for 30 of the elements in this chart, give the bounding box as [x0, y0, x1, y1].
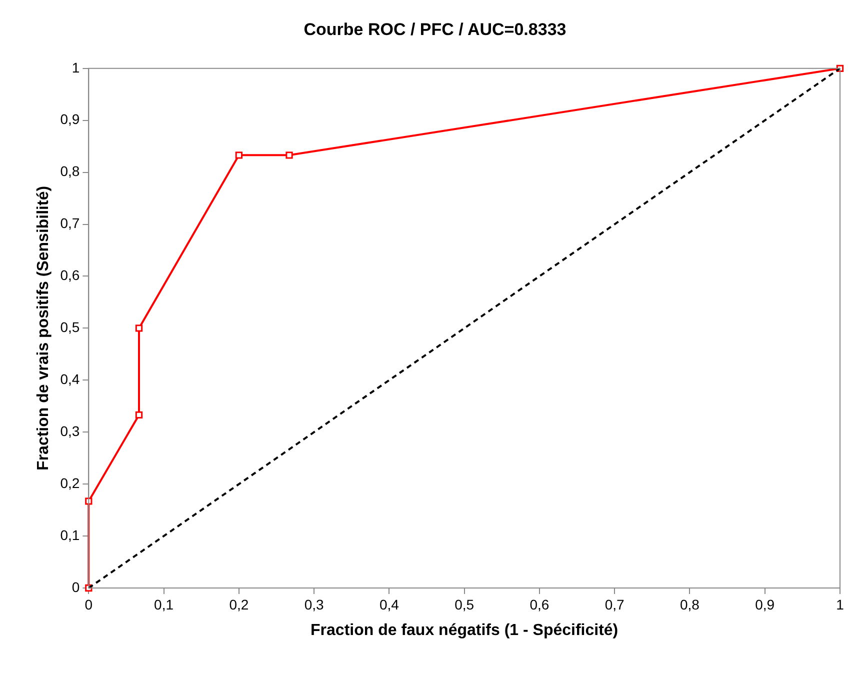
y-tick-label: 0,7 [60, 215, 80, 232]
y-axis-title: Fraction de vrais positifs (Sensibilité) [35, 186, 52, 470]
chart-title: Courbe ROC / PFC / AUC=0.8333 [304, 20, 566, 39]
x-tick-label: 0,8 [680, 596, 700, 612]
y-tick-label: 0,6 [60, 267, 80, 284]
x-tick-label: 0 [84, 596, 93, 612]
x-tick-label: 0,1 [154, 596, 174, 612]
y-tick-label: 0,1 [60, 526, 80, 543]
x-tick-label: 0,4 [379, 596, 400, 612]
x-tick-label: 0,3 [304, 596, 324, 612]
y-tick-label: 0,2 [60, 474, 80, 491]
point [135, 324, 143, 332]
point [135, 411, 143, 419]
y-tick-label: 0 [72, 578, 80, 595]
y-tick-label: 0,8 [60, 163, 80, 180]
x-axis-title: Fraction de faux négatifs (1 - Spécificité) [310, 622, 618, 639]
y-tick-label: 0,3 [60, 422, 80, 439]
x-tick-label: 0,7 [604, 596, 625, 612]
y-tick-label: 0,4 [60, 371, 80, 388]
x-tick-label: 0,2 [229, 596, 249, 612]
x-tick-label: 0,6 [530, 596, 550, 612]
x-tick-label: 0,9 [755, 596, 775, 612]
y-tick-label: 1 [72, 59, 80, 76]
point [235, 152, 243, 159]
y-tick-label: 0,5 [60, 319, 80, 336]
y-tick-label: 0,9 [60, 111, 80, 128]
point [85, 498, 92, 505]
x-tick-label: 1 [836, 596, 844, 612]
x-tick-label: 0,5 [454, 596, 474, 612]
point [286, 152, 293, 159]
